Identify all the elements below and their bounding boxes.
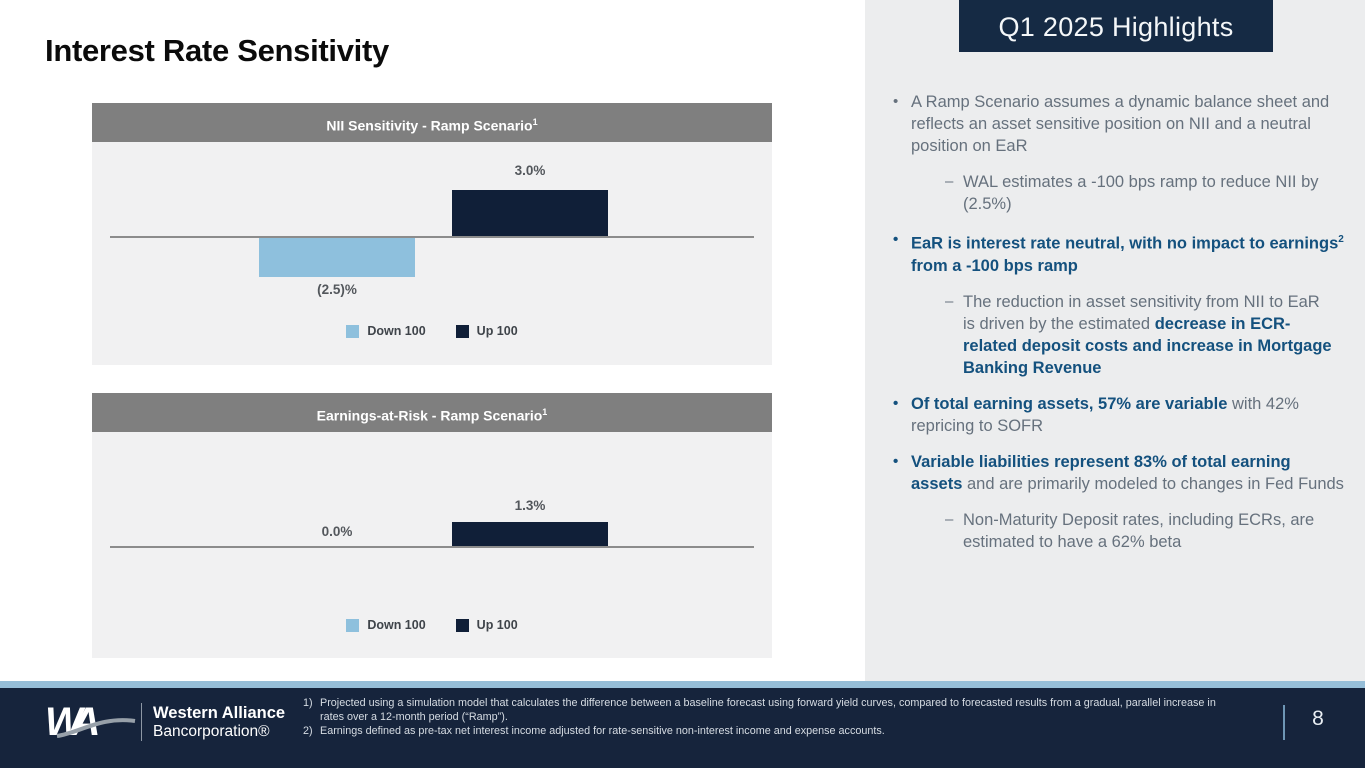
chart-earnings-at-risk: Earnings-at-Risk - Ramp Scenario1 1.3% 0… <box>92 393 772 658</box>
logo-divider <box>141 703 142 741</box>
footnote-number: 1) <box>303 697 313 709</box>
bullet-marker: – <box>945 510 954 528</box>
logo-text: Western Alliance Bancorporation® <box>153 703 285 741</box>
svg-text:WA: WA <box>45 700 98 744</box>
chart-title-text: NII Sensitivity - Ramp Scenario <box>326 117 533 134</box>
bullet-text: EaR is interest rate neutral, with no im… <box>911 234 1344 275</box>
bar-value-label-up: 3.0% <box>514 163 546 178</box>
footnotes: 1) Projected using a simulation model th… <box>303 696 1218 739</box>
wa-logo-icon: WA <box>45 700 136 744</box>
chart-title-text: Earnings-at-Risk - Ramp Scenario <box>316 407 543 424</box>
highlights-panel: Q1 2025 Highlights • A Ramp Scenario assu… <box>865 0 1365 681</box>
zero-axis-line <box>110 236 754 238</box>
bar-up-100 <box>452 521 608 546</box>
legend-item-up-100: Up 100 <box>455 618 518 632</box>
chart-legend: Down 100 Up 100 <box>92 618 772 632</box>
bullet-marker: • <box>893 231 899 248</box>
bullet-text: Of total earning assets, 57% are variabl… <box>911 394 1299 435</box>
highlight-sub-bullet: – The reduction in asset sensitivity from… <box>893 291 1355 379</box>
chart-nii-sensitivity: NII Sensitivity - Ramp Scenario1 3.0% (2… <box>92 103 772 365</box>
zero-axis-line <box>110 546 754 548</box>
bullet-text: Non-Maturity Deposit rates, including EC… <box>963 510 1315 551</box>
legend-label: Up 100 <box>476 618 518 632</box>
legend-item-down-100: Down 100 <box>346 324 426 338</box>
legend-swatch-down <box>346 618 360 632</box>
bar-value-label-down: 0.0% <box>321 524 353 539</box>
highlight-bullet: • Of total earning assets, 57% are variab… <box>893 393 1355 437</box>
legend-swatch-up <box>455 324 469 338</box>
chart-title: NII Sensitivity - Ramp Scenario1 <box>92 103 772 142</box>
highlight-sub-bullet: – Non-Maturity Deposit rates, including E… <box>893 509 1355 553</box>
company-logo: WA Western Alliance Bancorporation® <box>45 700 285 744</box>
bar-value-label-up: 1.3% <box>514 498 546 513</box>
bullet-marker: • <box>893 452 899 470</box>
legend-label: Up 100 <box>476 324 518 338</box>
chart-title-footnote-ref: 1 <box>532 117 538 127</box>
footer: WA Western Alliance Bancorporation® 1) P… <box>0 688 1365 768</box>
legend-item-up-100: Up 100 <box>455 324 518 338</box>
footnote-1: 1) Projected using a simulation model th… <box>303 696 1218 724</box>
highlight-sub-bullet: – WAL estimates a -100 bps ramp to reduce… <box>893 171 1355 215</box>
bullet-marker: – <box>945 292 954 310</box>
bullet-marker: – <box>945 173 954 190</box>
legend-label: Down 100 <box>367 324 426 338</box>
page-number: 8 <box>1312 707 1324 730</box>
footer-accent-strip <box>0 681 1365 688</box>
bar-down-100 <box>259 238 415 277</box>
plot-area: 3.0% (2.5)% Down 100 Up 100 <box>92 142 772 365</box>
footnote-number: 2) <box>303 725 313 738</box>
legend-label: Down 100 <box>367 618 426 632</box>
footnote-2: 2) Earnings defined as pre-tax net inter… <box>303 724 1218 738</box>
bar-up-100 <box>452 189 608 236</box>
bullet-text: A Ramp Scenario assumes a dynamic balanc… <box>911 93 1330 155</box>
plot-area: 1.3% 0.0% Down 100 Up 100 <box>92 432 772 658</box>
bullet-text: WAL estimates a -100 bps ramp to reduce … <box>963 173 1319 213</box>
highlights-list: • A Ramp Scenario assumes a dynamic balan… <box>893 91 1355 567</box>
bullet-marker: • <box>893 394 899 412</box>
highlight-bullet: • A Ramp Scenario assumes a dynamic balan… <box>893 91 1355 157</box>
bullet-text: The reduction in asset sensitivity from … <box>963 292 1332 377</box>
chart-legend: Down 100 Up 100 <box>92 324 772 338</box>
bar-value-label-down: (2.5)% <box>317 282 357 297</box>
highlight-bullet: • Variable liabilities represent 83% of t… <box>893 451 1355 495</box>
logo-text-line2: Bancorporation® <box>153 723 270 740</box>
footnote-text: Projected using a simulation model that … <box>320 697 1216 724</box>
highlights-header: Q1 2025 Highlights <box>959 0 1273 52</box>
footnote-text: Earnings defined as pre-tax net interest… <box>320 725 885 738</box>
legend-swatch-up <box>455 618 469 632</box>
page-title: Interest Rate Sensitivity <box>45 33 389 68</box>
page-number-divider <box>1283 705 1285 740</box>
chart-title: Earnings-at-Risk - Ramp Scenario1 <box>92 393 772 432</box>
legend-item-down-100: Down 100 <box>346 618 426 632</box>
legend-swatch-down <box>346 324 360 338</box>
highlight-bullet: • EaR is interest rate neutral, with no i… <box>893 229 1355 277</box>
chart-title-footnote-ref: 1 <box>542 407 548 417</box>
logo-text-line1: Western Alliance <box>153 704 286 722</box>
bullet-marker: • <box>893 93 899 110</box>
bullet-text: Variable liabilities represent 83% of to… <box>911 452 1344 493</box>
